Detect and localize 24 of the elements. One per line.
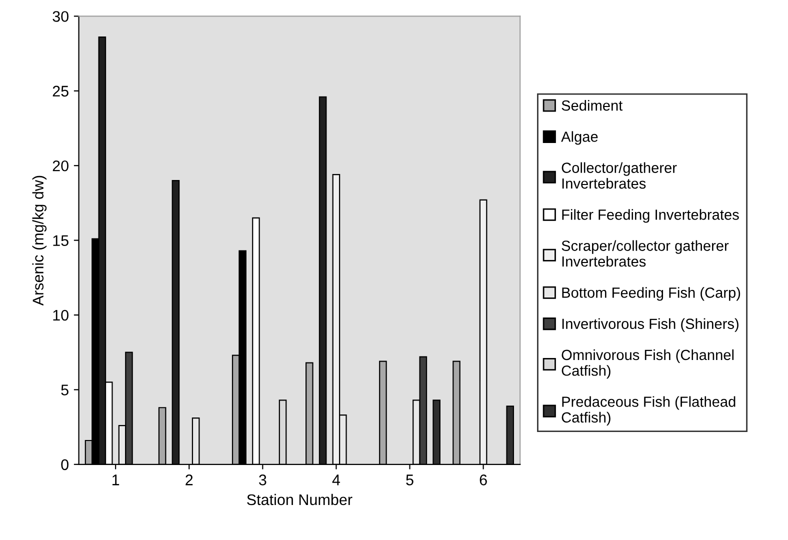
legend-label: Algae [561,131,598,145]
legend-label: Bottom Feeding Fish (Carp) [562,287,740,301]
x-tick-label: 4 [332,474,340,486]
legend-label: Invertivorous Fish (Shiners) [562,318,738,332]
y-tick-label: 25 [52,86,68,97]
legend-label: Collector/gatherer Invertebrates [562,162,677,189]
x-tick-label: 5 [406,474,414,486]
y-tick-label: 15 [53,235,68,246]
y-tick-label: 20 [52,160,68,172]
legend-label: Sediment [562,100,623,111]
legend-label: Filter Feeding Invertebrates [562,209,739,223]
y-tick-label: 10 [53,310,68,321]
y-tick-label: 5 [61,384,68,396]
legend-label: Predaceous Fish (Flathead Catfish) [562,396,736,426]
x-tick-label: 1 [112,474,120,486]
y-tick-label: 0 [61,459,68,470]
y-axis-title: Arsenic (mg/kg dw) [32,176,47,306]
x-tick-label: 2 [186,474,193,486]
x-tick-label: 3 [259,474,266,486]
x-axis-title: Station Number [247,494,352,506]
legend-label: Omnivorous Fish (Channel Catfish) [562,349,734,379]
legend-label: Scraper/collector gatherer Invertebrates [562,240,729,267]
x-tick-label: 6 [480,474,487,486]
y-tick-label: 30 [52,11,68,22]
